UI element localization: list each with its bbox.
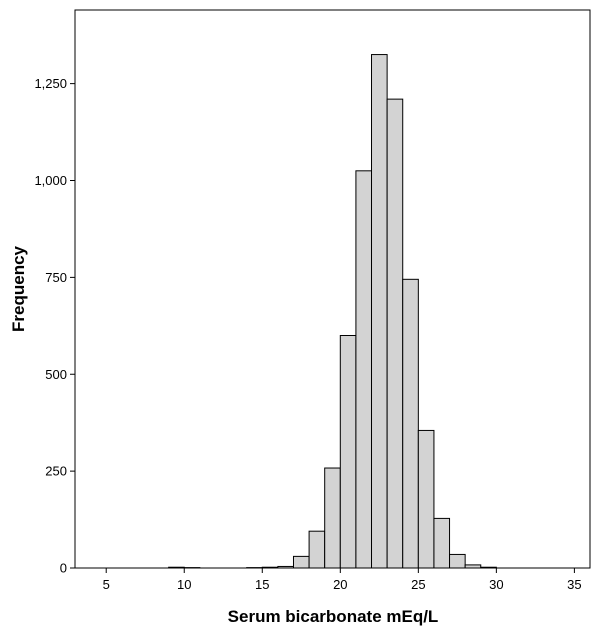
histogram-bar — [402, 278, 419, 569]
histogram-bar — [386, 98, 404, 569]
x-axis-ticks: 5 10 15 20 25 30 35 — [103, 568, 582, 592]
histogram-bar — [433, 517, 451, 569]
y-tick-label: 500 — [45, 367, 67, 382]
x-tick-label: 10 — [177, 577, 191, 592]
histogram-bar — [371, 54, 388, 569]
axes-group — [74, 9, 591, 569]
histogram-bar — [339, 335, 357, 569]
plot-frame — [74, 9, 591, 569]
bars-group — [168, 54, 497, 569]
x-tick-label: 5 — [103, 577, 110, 592]
y-tick-label: 1,250 — [34, 76, 67, 91]
x-tick-label: 25 — [411, 577, 425, 592]
y-tick-label: 1,000 — [34, 173, 67, 188]
histogram-bar — [449, 553, 466, 569]
y-axis-ticks: 0 250 500 750 1,000 1,250 — [34, 76, 75, 576]
histogram-bar — [308, 530, 326, 569]
x-axis-title: Serum bicarbonate mEq/L — [228, 607, 439, 626]
histogram-bar — [324, 467, 341, 569]
x-tick-label: 15 — [255, 577, 269, 592]
histogram-bar — [355, 170, 373, 569]
x-tick-label: 30 — [489, 577, 503, 592]
y-tick-label: 750 — [45, 270, 67, 285]
y-axis-title: Frequency — [9, 245, 28, 332]
histogram-bar — [292, 555, 310, 569]
x-tick-label: 35 — [567, 577, 581, 592]
y-tick-label: 0 — [60, 561, 67, 576]
histogram-bar — [417, 429, 435, 569]
y-tick-label: 250 — [45, 464, 67, 479]
x-tick-label: 20 — [333, 577, 347, 592]
